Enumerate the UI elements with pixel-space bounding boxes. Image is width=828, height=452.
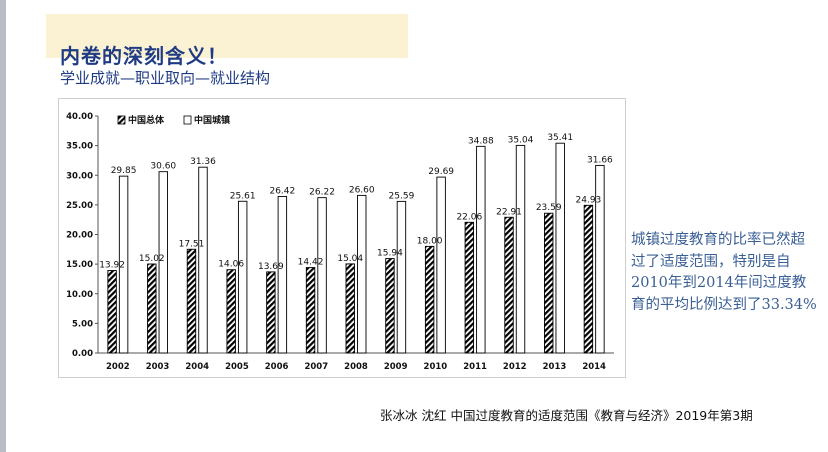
data-label-urban: 29.69 [428,167,454,177]
y-tick-label: 10.00 [66,290,93,300]
bar-total-2006 [266,271,276,354]
data-label-urban: 35.41 [547,133,573,143]
bar-urban-2004 [198,166,208,354]
bar-urban-2012 [515,144,526,354]
x-tick-label: 2004 [185,362,209,372]
legend-label-total: 中国总体 [128,114,165,126]
data-label-urban: 26.22 [309,188,335,198]
x-tick-label: 2010 [424,362,448,372]
y-tick-label: 15.00 [66,260,93,270]
bar-total-2010 [424,245,435,354]
x-tick-label: 2012 [503,362,527,372]
y-tick-label: 30.00 [66,171,93,181]
bar-urban-2009 [396,200,407,354]
bar-total-2008 [345,263,355,354]
x-tick-label: 2003 [146,362,170,372]
y-tick-label: 20.00 [66,231,93,241]
x-tick-label: 2005 [225,362,249,372]
bar-urban-2014 [595,164,605,354]
data-label-urban: 29.85 [111,166,137,176]
y-tick-label: 40.00 [66,112,93,122]
data-label-total: 15.94 [377,249,403,259]
bar-total-2007 [305,267,316,354]
data-label-total: 17.51 [179,239,205,249]
data-label-total: 23.59 [536,203,562,213]
y-tick-label: 5.00 [72,319,93,329]
legend-swatch-urban [183,115,192,125]
bar-total-2013 [544,212,554,354]
y-tick-label: 25.00 [66,201,93,211]
chart-commentary: 城镇过度教育的比率已然超过了适度范围，特别是自2010年到2014年间过度教育的… [631,232,817,313]
bar-chart: 0.00 5.00 10.00 15.00 20.00 25.00 30.00 35.00 40… [66,112,614,372]
data-label-urban: 30.60 [150,162,176,172]
data-label-total: 15.04 [337,254,363,264]
bar-urban-2006 [277,196,288,354]
bar-total-2012 [504,216,514,354]
bar-urban-2003 [158,171,168,354]
data-label-total: 15.02 [139,254,165,264]
data-label-total: 13.92 [99,261,125,271]
x-tick-label: 2002 [106,362,130,372]
bar-urban-2007 [317,197,327,354]
x-tick-label: 2006 [265,362,289,372]
data-label-total: 13.69 [258,262,284,272]
title-highlight-band [46,14,408,58]
bar-urban-2008 [357,194,367,354]
x-tick-label: 2014 [582,362,606,372]
bar-total-2011 [464,221,475,354]
data-label-urban: 25.61 [230,191,256,201]
left-accent-rule [0,0,6,452]
x-tick-label: 2013 [543,362,567,372]
bar-urban-2005 [237,200,248,354]
slide-subtitle: 学业成就—职业取向—就业结构 [60,69,271,87]
bar-total-2003 [147,263,157,354]
data-label-total: 22.06 [456,212,482,222]
y-tick-label: 0.00 [72,349,93,359]
bar-urban-2002 [118,175,129,354]
data-label-urban: 34.88 [468,136,494,146]
legend-swatch-total [117,115,126,125]
data-label-total: 18.00 [417,236,443,246]
data-label-total: 22.91 [496,207,522,217]
x-tick-label: 2009 [384,362,408,372]
legend-label-urban: 中国城镇 [194,114,230,126]
data-label-total: 24.93 [576,195,602,205]
bar-total-2009 [385,258,395,354]
bar-total-2014 [583,204,594,354]
x-tick-label: 2011 [463,362,487,372]
slide-title: 内卷的深刻含义！ [60,44,228,68]
bar-urban-2011 [476,145,486,354]
source-citation: 张冰冰 沈红 中国过度教育的适度范围《教育与经济》2019年第3期 [380,408,753,423]
data-label-urban: 25.59 [389,191,415,201]
bar-urban-2010 [436,176,446,354]
bar-total-2004 [186,248,197,354]
bar-total-2002 [107,270,117,354]
data-label-urban: 35.04 [508,135,534,145]
data-label-urban: 26.42 [269,186,295,196]
data-label-urban: 31.36 [190,157,216,167]
data-label-total: 14.42 [298,258,324,268]
y-tick-label: 35.00 [66,142,93,152]
data-label-urban: 26.60 [349,185,375,195]
bar-total-2005 [226,269,236,354]
data-label-total: 14.06 [218,260,244,270]
bar-urban-2013 [555,142,565,354]
x-tick-label: 2008 [344,362,368,372]
x-tick-label: 2007 [304,362,328,372]
data-label-urban: 31.66 [587,155,613,165]
